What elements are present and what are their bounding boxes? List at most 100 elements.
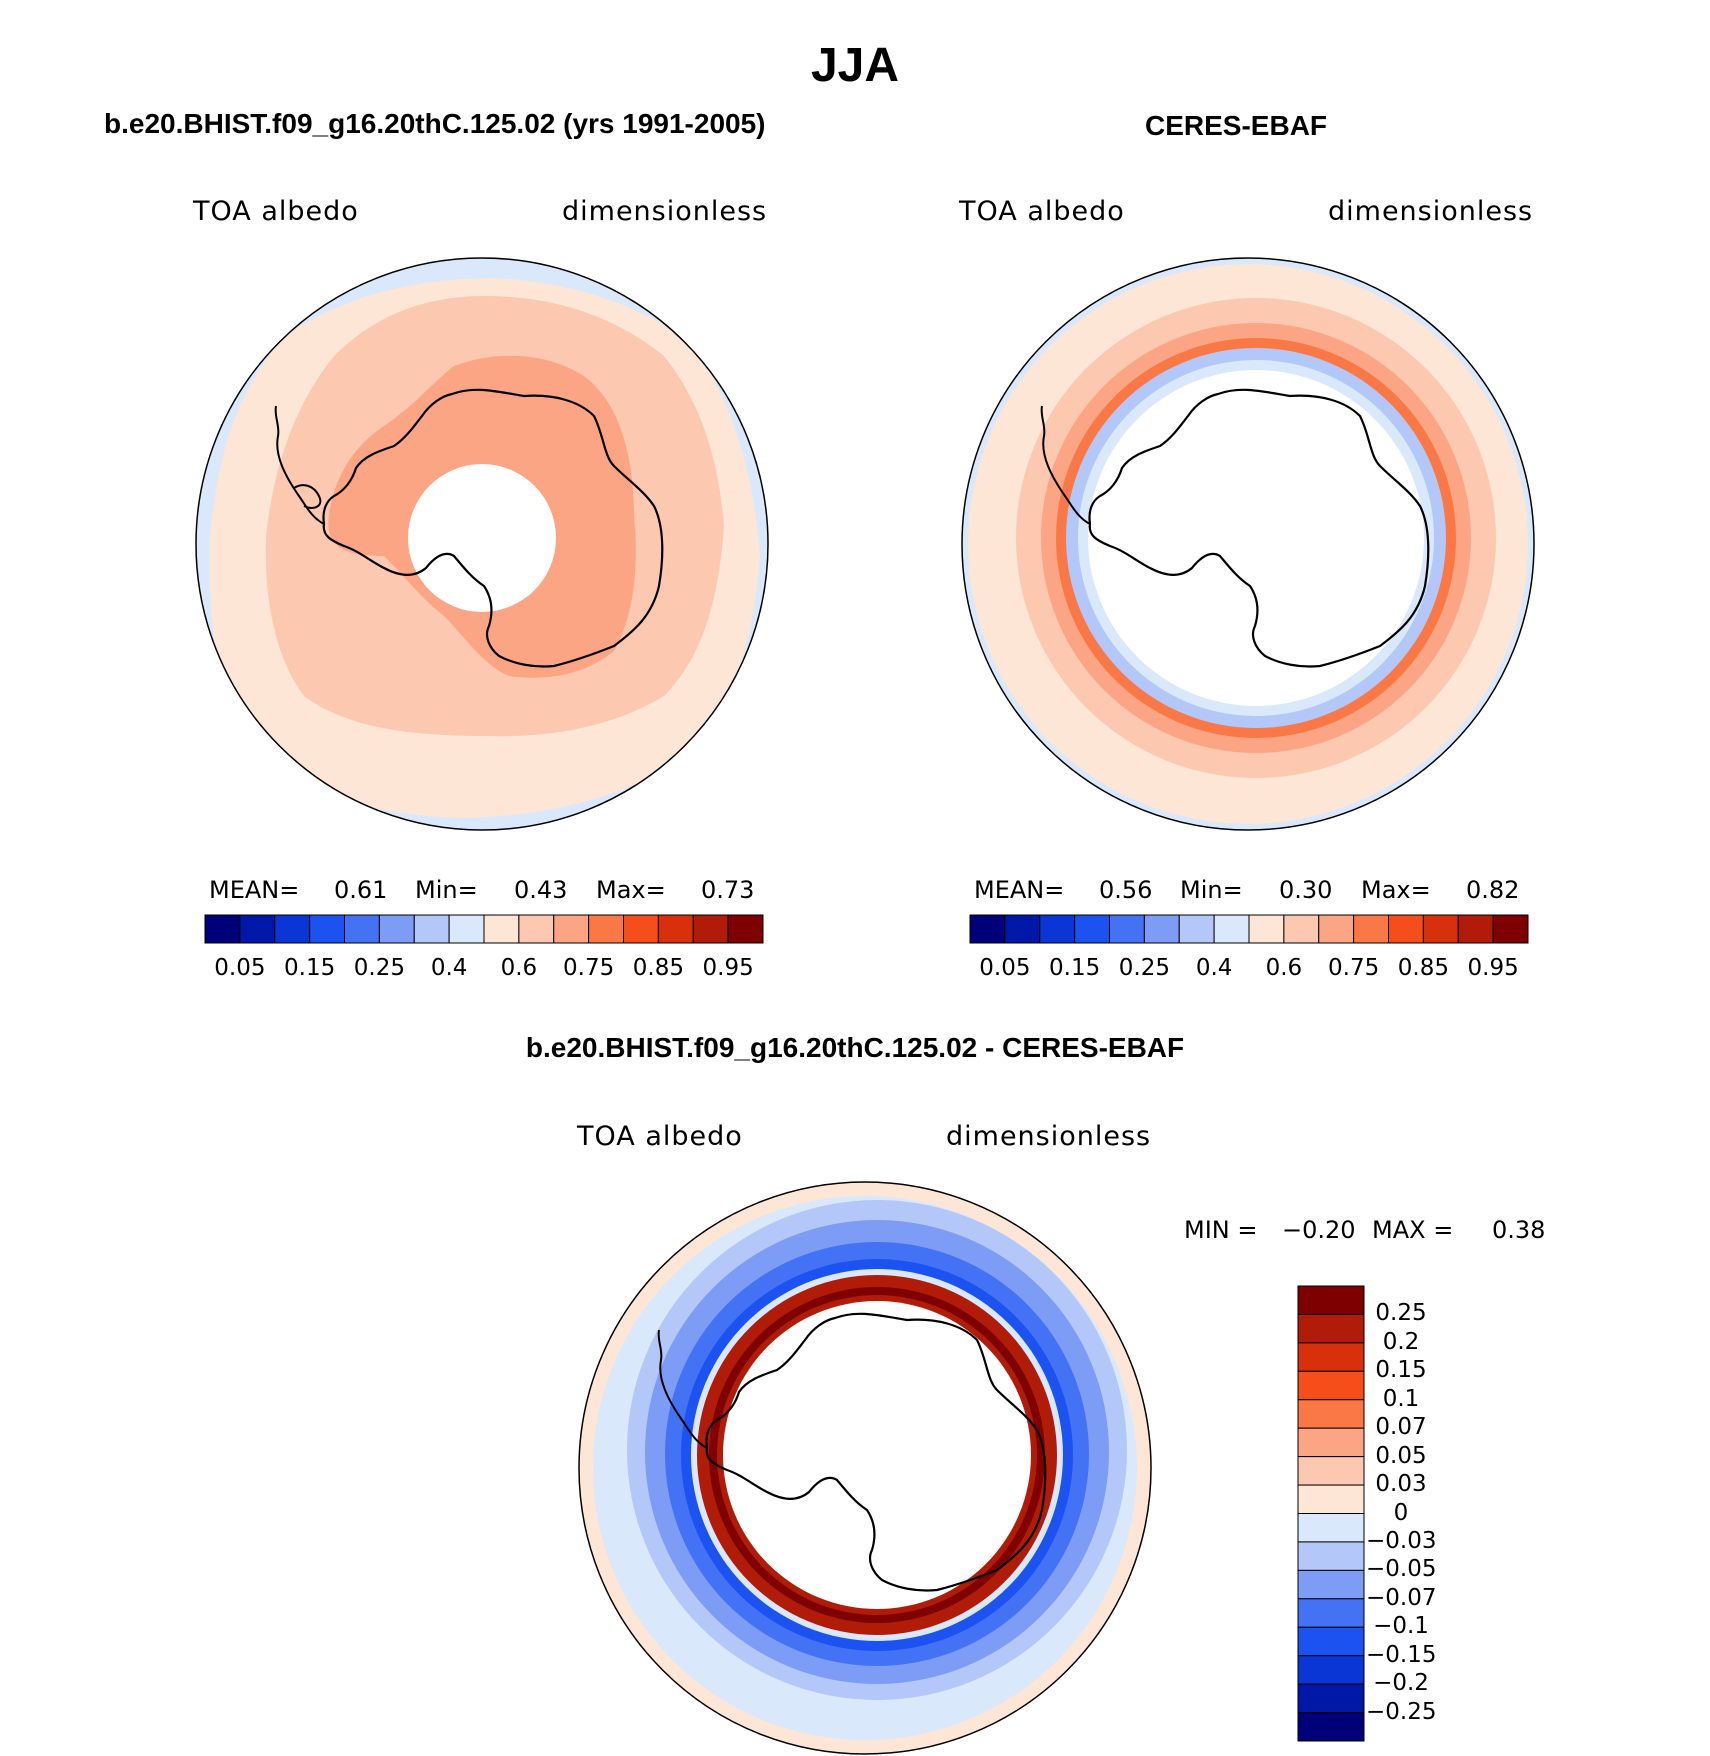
colorbar-tick-label: −0.1 [1373,1613,1429,1640]
colorbar-swatch [1297,1541,1365,1571]
stat-min-value-diff: −0.20 [1282,1216,1356,1244]
colorbar-swatch [1297,1456,1365,1486]
coastline-peninsula [274,405,325,525]
colorbar-swatch [1297,1513,1365,1543]
colorbar-tick-label: 0.4 [1195,955,1233,981]
stat-max-label-obs: Max= [1361,876,1431,904]
colorbar-swatch [1143,914,1180,944]
colorbar-swatch [1109,914,1145,944]
colorbar-tick-label: −0.07 [1366,1584,1437,1611]
colorbar-swatch [344,914,380,944]
colorbar-tick-label: 0.15 [1375,1357,1427,1384]
stat-max-label-diff: MAX = [1372,1216,1454,1244]
colorbar-swatch [1178,914,1215,944]
colorbar-swatch [553,914,590,944]
main-title: JJA [810,39,900,92]
colorbar-swatch [1004,914,1041,944]
stat-min-label-model: Min= [415,876,478,904]
colorbar-swatch [1283,914,1320,944]
stat-min-label-diff: MIN = [1184,1216,1258,1244]
colorbar-model [204,914,764,944]
variable-label-obs: TOA albedo [959,196,1125,227]
panel-title-model: b.e20.BHIST.f09_g16.20thC.125.02 (yrs 19… [104,108,766,139]
colorbar-tick-label: −0.25 [1366,1698,1437,1725]
colorbar-swatch [1353,914,1389,944]
colorbar-swatch [657,914,694,944]
stat-min-value-model: 0.43 [514,876,568,904]
colorbar-swatch [413,914,450,944]
units-label-obs: dimensionless [1328,196,1534,227]
colorbar-tick-label: 0.85 [1397,955,1449,981]
coastline-antarctica [322,388,664,668]
colorbar-swatch [1297,1427,1365,1458]
colorbar-tick-label: 0.25 [1375,1300,1427,1327]
colorbar-swatch [1297,1285,1365,1315]
colorbar-swatch [1457,914,1494,944]
colorbar-tick-label: −0.05 [1366,1556,1437,1583]
colorbar-swatch [969,914,1006,944]
stat-max-value-obs: 0.82 [1466,876,1520,904]
colorbar-diff [1297,1285,1365,1742]
colorbar-swatch [239,914,276,944]
colorbar-tick-label: 0.07 [1375,1414,1427,1441]
colorbar-tick-label: 0.05 [979,955,1031,981]
colorbar-swatch [378,914,415,944]
colorbar-swatch [1074,914,1110,944]
units-label-model: dimensionless [562,196,768,227]
colorbar-tick-label: 0.4 [430,955,468,981]
colorbar-tick-label: 0.15 [1049,955,1101,981]
colorbar-obs [969,914,1529,944]
colorbar-tick-label: 0.75 [1328,955,1380,981]
colorbar-tick-label: 0.6 [1265,955,1303,981]
panel-title-obs: CERES-EBAF [1145,110,1328,141]
colorbar-swatch [1297,1370,1365,1401]
colorbar-swatch [1297,1598,1365,1628]
colorbar-tick-label: 0 [1393,1499,1409,1526]
colorbar-swatch [623,914,659,944]
colorbar-swatch [1492,914,1529,944]
colorbar-swatch [1213,914,1250,944]
polar-map-diff [578,1181,1152,1755]
colorbar-swatch [204,914,241,944]
colorbar-tick-label: −0.15 [1366,1641,1437,1668]
variable-label-diff: TOA albedo [577,1121,743,1152]
colorbar-swatch [309,914,345,944]
colorbar-swatch [1039,914,1076,944]
colorbar-tick-label: 0.2 [1382,1328,1420,1355]
panel-title-diff: b.e20.BHIST.f09_g16.20thC.125.02 - CERES… [525,1032,1185,1063]
units-label-diff: dimensionless [946,1121,1152,1152]
colorbar-tick-label: −0.03 [1366,1527,1437,1554]
pole-hole [408,464,556,612]
stat-mean-label-obs: MEAN= [974,876,1065,904]
polar-map-obs [961,257,1535,831]
colorbar-swatch [1388,914,1424,944]
colorbar-tick-label: −0.2 [1373,1670,1429,1697]
colorbar-tick-label: 0.05 [1375,1442,1427,1469]
colorbar-swatch [1248,914,1285,944]
stat-max-value-model: 0.73 [701,876,755,904]
stat-min-label-obs: Min= [1180,876,1243,904]
colorbar-swatch [588,914,624,944]
polar-map-model [195,257,769,831]
colorbar-tick-label: 0.95 [1467,955,1519,981]
colorbar-swatch [483,914,520,944]
colorbar-swatch [1297,1484,1365,1514]
colorbar-tick-label: 0.1 [1382,1385,1420,1412]
colorbar-tick-label: 0.25 [1118,955,1170,981]
colorbar-swatch [1297,1313,1365,1344]
colorbar-swatch [448,914,485,944]
colorbar-tick-label: 0.75 [563,955,615,981]
colorbar-tick-label: 0.25 [353,955,405,981]
colorbar-swatch [518,914,555,944]
colorbar-tick-label: 0.85 [632,955,684,981]
colorbar-swatch [1297,1626,1365,1657]
colorbar-tick-label: 0.15 [284,955,336,981]
stat-max-value-diff: 0.38 [1492,1216,1546,1244]
colorbar-swatch [1297,1655,1365,1685]
colorbar-tick-label: 0.05 [214,955,266,981]
colorbar-swatch [727,914,764,944]
colorbar-swatch [1318,914,1355,944]
stat-mean-label-model: MEAN= [209,876,300,904]
colorbar-swatch [1297,1342,1365,1372]
colorbar-swatch [1297,1712,1365,1742]
